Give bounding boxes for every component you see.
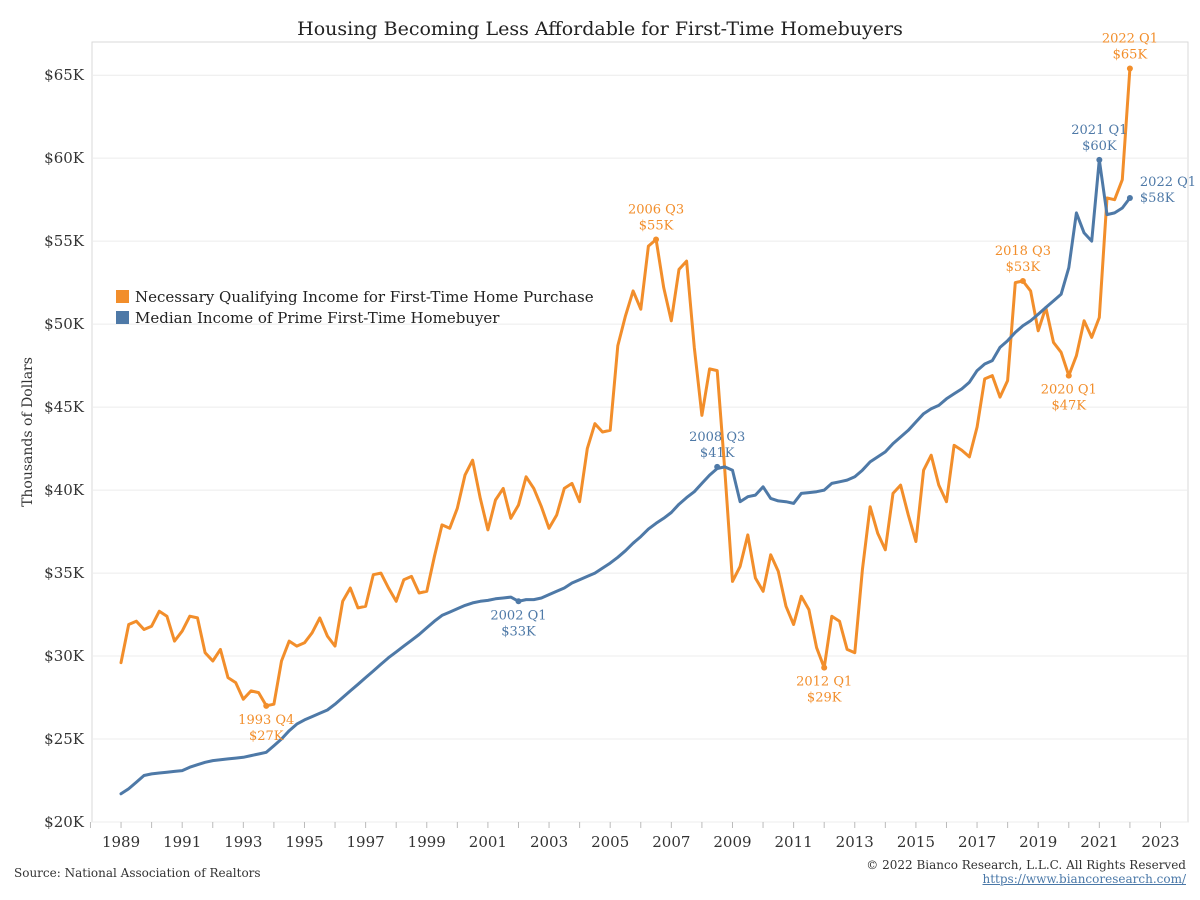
annotation-value: $60K	[1082, 139, 1117, 154]
legend-label: Median Income of Prime First-Time Homebu…	[135, 308, 500, 327]
y-tick-label: $20K	[44, 813, 85, 831]
y-tick-label: $60K	[44, 149, 85, 167]
annotation-label: 2020 Q1	[1041, 383, 1097, 398]
legend-swatch	[116, 290, 129, 303]
x-tick-label: 2013	[836, 833, 874, 851]
annotation-point	[653, 236, 660, 243]
annotation-label: 2018 Q3	[995, 244, 1051, 259]
x-tick-label: 2019	[1019, 833, 1057, 851]
annotation-value: $29K	[807, 691, 842, 706]
annotation-point	[263, 702, 270, 709]
y-tick-label: $50K	[44, 315, 85, 333]
x-tick-label: 2021	[1080, 833, 1118, 851]
legend-item-qualifying-income[interactable]: Necessary Qualifying Income for First-Ti…	[116, 286, 594, 307]
copyright-note: © 2022 Bianco Research, L.L.C. All Right…	[866, 858, 1186, 872]
legend-label: Necessary Qualifying Income for First-Ti…	[135, 287, 594, 306]
annotation-value: $53K	[1006, 260, 1041, 275]
annotation-point	[821, 664, 828, 671]
annotation-value: $41K	[700, 446, 735, 461]
x-tick-label: 1991	[163, 833, 201, 851]
plot-frame	[91, 41, 1189, 823]
series-line-qualifying-income	[119, 67, 1132, 708]
annotation-point	[1019, 277, 1026, 284]
x-tick-label: 2003	[530, 833, 568, 851]
x-tick-label: 2011	[775, 833, 813, 851]
annotation-value: $27K	[249, 729, 284, 744]
y-tick-label: $35K	[44, 564, 85, 582]
x-tick-label: 1989	[102, 833, 140, 851]
y-tick-label: $25K	[44, 730, 85, 748]
x-tick-label: 1999	[408, 833, 446, 851]
annotation-value: $33K	[501, 624, 536, 639]
legend-item-median-income[interactable]: Median Income of Prime First-Time Homebu…	[116, 307, 594, 328]
annotation-value: $55K	[639, 218, 674, 233]
annotation-label: 2008 Q3	[689, 430, 745, 445]
annotation-label: 2002 Q1	[490, 608, 546, 623]
annotation-value: $65K	[1113, 48, 1148, 63]
x-tick-label: 1997	[347, 833, 385, 851]
x-tick-label: 2005	[591, 833, 629, 851]
annotation-point	[1065, 372, 1072, 379]
annotation-label: 2022 Q1	[1102, 32, 1158, 47]
annotation-label: 2006 Q3	[628, 202, 684, 217]
x-tick-label: 2017	[958, 833, 996, 851]
annotation-value: $47K	[1052, 399, 1087, 414]
annotation-label: 1993 Q4	[238, 713, 294, 728]
x-tick-label: 2007	[652, 833, 690, 851]
website-link[interactable]: https://www.biancoresearch.com/	[982, 872, 1186, 886]
chart-title: Housing Becoming Less Affordable for Fir…	[297, 18, 903, 40]
annotation-label: 2021 Q1	[1071, 123, 1127, 138]
annotation-point	[1096, 156, 1103, 163]
y-tick-label: $55K	[44, 232, 85, 250]
x-tick-label: 1993	[224, 833, 262, 851]
y-tick-label: $30K	[44, 647, 85, 665]
x-tick-label: 1995	[285, 833, 323, 851]
source-note: Source: National Association of Realtors	[14, 866, 261, 880]
annotation-point	[1126, 195, 1133, 201]
x-tick-label: 2001	[469, 833, 507, 851]
legend: Necessary Qualifying Income for First-Ti…	[116, 286, 594, 328]
series-line-median-income	[119, 158, 1132, 796]
legend-swatch	[116, 311, 129, 324]
annotation-value: $58K	[1140, 191, 1175, 206]
x-tick-label: 2015	[897, 833, 935, 851]
annotation-label: 2022 Q1	[1140, 175, 1196, 190]
y-tick-label: $65K	[44, 66, 85, 84]
x-tick-label: 2009	[713, 833, 751, 851]
annotation-label: 2012 Q1	[796, 675, 852, 690]
annotation-point	[1126, 65, 1133, 72]
annotation-point	[515, 598, 522, 605]
x-tick-label: 2023	[1141, 833, 1179, 851]
annotation-point	[714, 463, 721, 470]
y-tick-label: $40K	[44, 481, 85, 499]
y-tick-label: $45K	[44, 398, 85, 416]
